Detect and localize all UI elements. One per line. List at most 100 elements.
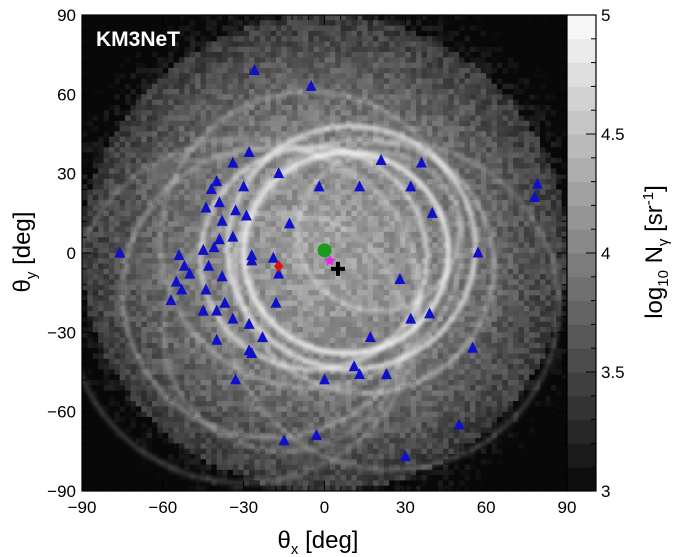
triangle-marker (240, 209, 252, 221)
colorbar-bin (567, 62, 596, 87)
triangle-marker (200, 283, 212, 295)
colorbar-bin (567, 86, 596, 111)
colorbar-bin (567, 253, 596, 278)
colorbar-title-n: N (641, 246, 668, 270)
y-tick-label: −90 (47, 482, 76, 501)
triangle-marker (313, 180, 325, 192)
x-axis-title-main: θ (278, 527, 291, 554)
triangle-marker (211, 175, 223, 187)
triangle-marker (426, 206, 438, 218)
z-tick-label: 3.5 (601, 363, 625, 382)
colorbar-title-unit: [sr (641, 205, 668, 238)
ring (161, 211, 407, 453)
colorbar-bin (567, 348, 596, 373)
triangle-marker (273, 267, 285, 279)
triangle-marker (213, 233, 225, 245)
triangle-marker (230, 373, 242, 385)
x-tick-label: −60 (148, 498, 177, 517)
diamond-marker (274, 260, 284, 273)
triangle-marker (380, 368, 392, 380)
star-marker (324, 254, 336, 266)
colorbar-title-log-sub: 10 (655, 270, 672, 287)
y-axis-title: θy [deg] (9, 212, 40, 293)
triangle-marker (405, 312, 417, 324)
y-tick-label: 60 (57, 85, 76, 104)
colorbar-bin (567, 229, 596, 254)
triangle-marker (348, 360, 360, 372)
circle-marker (317, 243, 332, 258)
triangle-marker (243, 146, 255, 158)
colorbar (567, 15, 596, 492)
y-tick-label: 30 (57, 165, 76, 184)
cross-marker-v (335, 261, 340, 276)
x-tick-label: 60 (477, 498, 496, 517)
triangle-marker (211, 333, 223, 345)
y-tick-label: 90 (57, 6, 76, 25)
x-tick-label: −90 (68, 498, 97, 517)
triangle-marker (238, 180, 250, 192)
triangle-marker (319, 373, 330, 385)
y-axis-title-sub: y (23, 271, 40, 279)
triangle-marker (230, 204, 242, 216)
triangle-marker (467, 341, 479, 353)
ring (234, 137, 496, 395)
triangle-marker (243, 317, 255, 329)
triangle-marker (184, 267, 196, 279)
triangle-marker (203, 259, 215, 271)
z-tick-label: 5 (601, 6, 610, 25)
colorbar-bin (567, 134, 596, 159)
triangle-marker (205, 183, 217, 195)
markers (114, 64, 543, 462)
triangle-marker (176, 283, 188, 295)
triangle-marker (531, 177, 543, 189)
x-tick-label: 0 (320, 498, 329, 517)
ring (198, 145, 429, 372)
triangle-marker (405, 180, 417, 192)
colorbar-axis: 3 3.5 4 4.5 5 (586, 6, 625, 501)
triangle-marker (354, 180, 366, 192)
y-tick-label: 0 (67, 244, 76, 263)
triangle-marker (197, 243, 209, 255)
triangle-marker (453, 418, 465, 430)
triangle-marker (227, 156, 239, 168)
colorbar-title-log: log (641, 287, 668, 319)
y-axis-title-main: θ (9, 279, 36, 292)
triangle-marker (211, 304, 223, 316)
colorbar-title-n-sub: γ (655, 238, 672, 246)
triangle-marker (216, 214, 228, 226)
colorbar-bin (567, 205, 596, 230)
triangle-marker (243, 344, 255, 356)
triangle-marker (310, 428, 322, 440)
colorbar-bin (567, 110, 596, 135)
triangle-marker (246, 254, 258, 266)
triangle-marker (114, 246, 126, 258)
x-tick-label: 30 (396, 498, 415, 517)
triangle-marker (394, 272, 406, 284)
colorbar-bin (567, 300, 596, 325)
triangle-marker (305, 79, 317, 91)
triangle-marker (364, 331, 376, 343)
triangle-marker (178, 259, 190, 271)
x-axis: −90 −60 −30 0 30 60 90 (68, 15, 576, 517)
heatmap (82, 15, 567, 491)
colorbar-bin (567, 395, 596, 421)
chart-title: KM3NeT (96, 28, 180, 51)
triangle-marker (267, 251, 279, 263)
triangle-marker (257, 331, 269, 343)
y-tick-label: −60 (47, 403, 76, 422)
triangle-marker (278, 434, 290, 446)
ring (158, 90, 464, 390)
colorbar-bin (567, 324, 596, 349)
x-axis-title-unit: [deg] (298, 527, 358, 554)
colorbar-bin (567, 419, 596, 444)
triangle-marker (170, 275, 182, 287)
triangle-marker (219, 296, 231, 308)
triangle-marker (227, 312, 239, 324)
y-axis-title-unit: [deg] (9, 212, 36, 272)
triangle-marker (399, 450, 411, 462)
triangle-marker (227, 230, 239, 242)
colorbar-bin (567, 372, 596, 397)
colorbar-bin (567, 38, 596, 64)
triangle-marker (270, 296, 282, 308)
